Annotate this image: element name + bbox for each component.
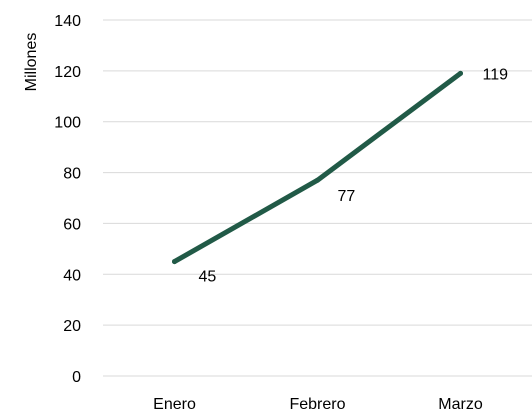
series-line bbox=[172, 70, 463, 265]
x-tick-label: Febrero bbox=[289, 396, 345, 413]
y-tick-label: 0 bbox=[72, 369, 81, 386]
y-tick-label: 60 bbox=[63, 216, 81, 233]
data-label: 119 bbox=[483, 66, 509, 83]
y-tick-label: 100 bbox=[54, 115, 81, 132]
x-axis-ticks: Enero Febrero Marzo bbox=[153, 396, 483, 413]
y-tick-label: 140 bbox=[54, 13, 81, 30]
y-axis-ticks: 0 20 40 60 80 100 120 140 bbox=[54, 13, 81, 386]
x-tick-label: Enero bbox=[153, 396, 196, 413]
y-axis-title: Millones bbox=[23, 33, 40, 92]
series-group bbox=[172, 70, 463, 265]
data-point bbox=[315, 177, 320, 183]
data-point bbox=[458, 70, 463, 76]
data-point bbox=[172, 259, 177, 265]
gridlines bbox=[103, 19, 532, 377]
x-tick-label: Marzo bbox=[438, 396, 483, 413]
y-tick-label: 80 bbox=[63, 166, 81, 183]
y-tick-label: 40 bbox=[63, 267, 81, 284]
data-labels: 45 77 119 bbox=[199, 66, 509, 285]
data-label: 77 bbox=[338, 188, 356, 205]
y-tick-label: 20 bbox=[63, 318, 81, 335]
data-label: 45 bbox=[199, 269, 217, 286]
y-tick-label: 120 bbox=[54, 64, 81, 81]
